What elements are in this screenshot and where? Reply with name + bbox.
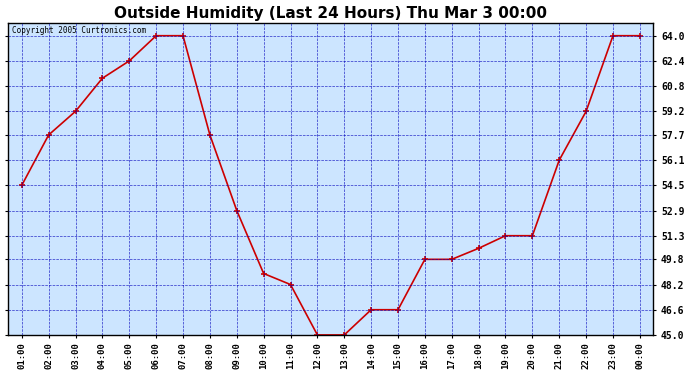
Text: Copyright 2005 Curtronics.com: Copyright 2005 Curtronics.com [12, 26, 146, 35]
Title: Outside Humidity (Last 24 Hours) Thu Mar 3 00:00: Outside Humidity (Last 24 Hours) Thu Mar… [115, 6, 547, 21]
